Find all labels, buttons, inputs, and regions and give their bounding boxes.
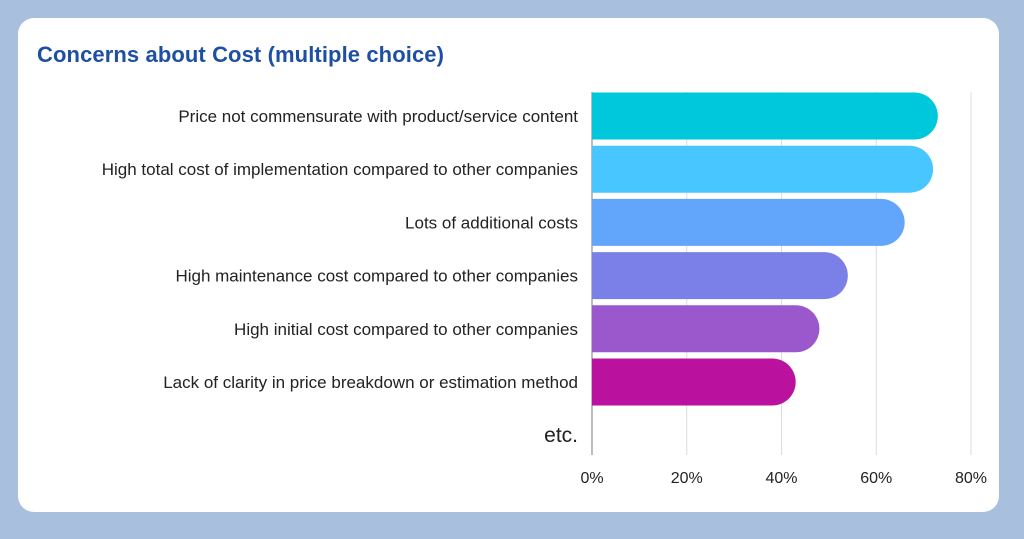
- x-axis-tick-labels: 0% 20% 40% 60% 80%: [580, 470, 987, 487]
- x-tick-label: 80%: [955, 470, 987, 487]
- category-label: High maintenance cost compared to other …: [175, 267, 578, 286]
- bar: [592, 198, 905, 246]
- category-label: Price not commensurate with product/serv…: [178, 107, 578, 126]
- x-tick-label: 0%: [580, 470, 603, 487]
- chart-title: Concerns about Cost (multiple choice): [37, 42, 445, 67]
- category-label: Lack of clarity in price breakdown or es…: [163, 373, 578, 392]
- bar: [592, 145, 934, 193]
- x-tick-label: 20%: [671, 470, 703, 487]
- bar: [592, 305, 820, 353]
- category-label: High total cost of implementation compar…: [102, 160, 578, 179]
- category-label: etc.: [544, 424, 578, 447]
- category-label: Lots of additional costs: [405, 213, 578, 232]
- x-tick-label: 40%: [765, 470, 797, 487]
- category-labels: Price not commensurate with product/serv…: [102, 107, 579, 447]
- category-label: High initial cost compared to other comp…: [234, 320, 578, 339]
- bar: [592, 252, 848, 300]
- bar: [592, 92, 938, 140]
- bars: [592, 92, 938, 406]
- bar: [592, 358, 796, 406]
- x-tick-label: 60%: [860, 470, 892, 487]
